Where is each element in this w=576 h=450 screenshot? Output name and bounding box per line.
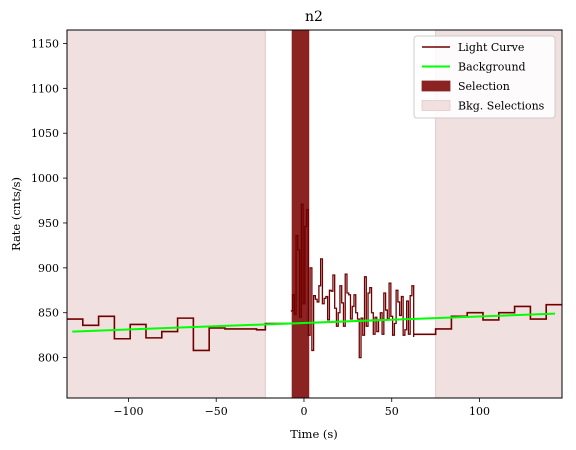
light-curve-pre: [67, 315, 294, 352]
light-curve-burst: [290, 203, 415, 359]
legend-swatch: [421, 80, 451, 92]
x-tick-label: 100: [469, 405, 490, 418]
chart-title: n2: [305, 9, 323, 25]
y-tick-label: 850: [38, 307, 59, 320]
legend-label: Bkg. Selections: [458, 100, 545, 113]
background-fit-line: [72, 312, 556, 333]
y-tick-label: 1150: [31, 37, 59, 50]
x-axis-ticks: −100 −50 0 50 100: [113, 398, 490, 418]
x-tick-label: 50: [385, 405, 399, 418]
legend-box: [413, 35, 556, 119]
legend-label: Background: [458, 61, 526, 74]
light-curve-series: [67, 203, 562, 359]
legend: Light Curve Background Selection Bkg. Selec…: [413, 35, 556, 119]
bkg-selection-region-1: [66, 29, 266, 399]
x-tick-label: −100: [113, 405, 143, 418]
plot-frame: [66, 29, 563, 399]
legend-swatch: [421, 100, 451, 111]
y-tick-label: 1100: [31, 82, 59, 95]
y-axis-ticks: 800 850 900 950 1000 1050 1100 1150: [31, 37, 67, 365]
y-tick-label: 800: [38, 352, 59, 365]
x-axis-label: Time (s): [290, 427, 338, 441]
light-curve-post: [413, 303, 562, 336]
y-tick-label: 900: [38, 262, 59, 275]
y-tick-label: 1000: [31, 172, 59, 185]
y-axis-label: Rate (cnts/s): [9, 177, 23, 251]
legend-label: Selection: [458, 80, 510, 93]
background-fit-series: [72, 312, 556, 333]
y-tick-label: 1050: [31, 127, 59, 140]
x-tick-label: 0: [300, 405, 307, 418]
x-tick-label: −50: [205, 405, 228, 418]
y-tick-label: 950: [38, 217, 59, 230]
legend-label: Light Curve: [458, 41, 524, 54]
